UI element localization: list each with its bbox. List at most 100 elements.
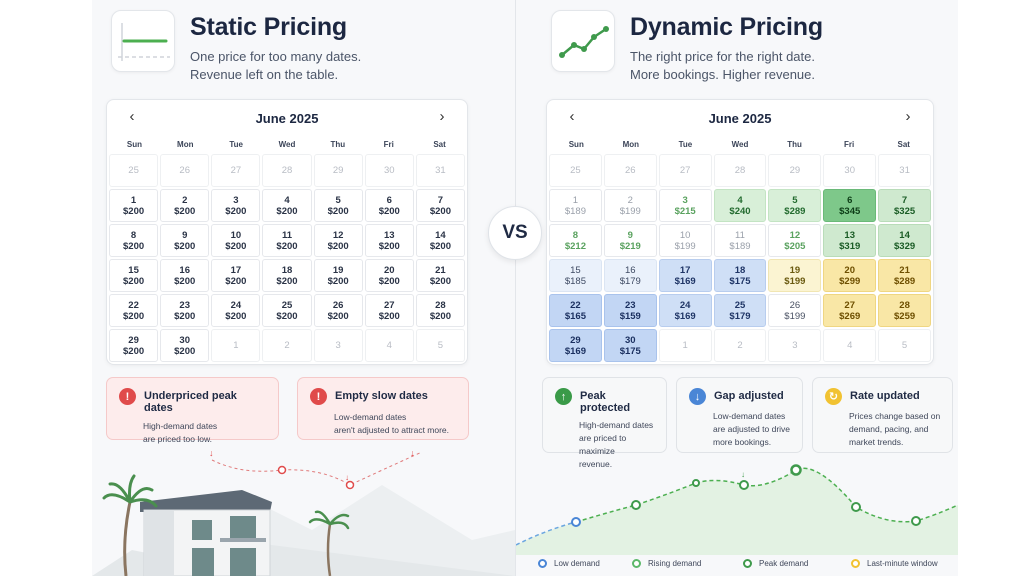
legend-peak-demand: Peak demand	[743, 559, 808, 568]
calendar-day-cell[interactable]: 4	[823, 329, 877, 362]
calendar-day-cell[interactable]: 5 $200	[313, 189, 363, 222]
calendar-day-cell[interactable]: 3 $215	[658, 189, 712, 222]
calendar-day-cell[interactable]: 20 $299	[823, 259, 877, 292]
day-price: $200	[378, 205, 400, 217]
calendar-day-cell[interactable]: 25	[109, 154, 159, 187]
calendar-day-cell[interactable]: 20 $200	[364, 259, 414, 292]
calendar-day-cell[interactable]: 23 $159	[603, 294, 657, 327]
calendar-day-cell[interactable]: 5	[415, 329, 465, 362]
calendar-day-cell[interactable]: 22 $200	[109, 294, 159, 327]
calendar-day-cell[interactable]: 25 $179	[713, 294, 767, 327]
calendar-day-cell[interactable]: 30	[823, 154, 877, 187]
calendar-day-cell[interactable]: 18 $175	[713, 259, 767, 292]
calendar-day-cell[interactable]: 9 $200	[160, 224, 210, 257]
calendar-day-cell[interactable]: 8 $200	[109, 224, 159, 257]
calendar-day-cell[interactable]: 12 $205	[768, 224, 822, 257]
day-price: $319	[839, 240, 861, 252]
calendar-day-cell[interactable]: 29	[768, 154, 822, 187]
calendar-day-cell[interactable]: 3	[313, 329, 363, 362]
calendar-day-cell[interactable]: 6 $200	[364, 189, 414, 222]
calendar-day-cell[interactable]: 11 $200	[262, 224, 312, 257]
day-price: $200	[378, 310, 400, 322]
calendar-day-cell[interactable]: 29 $169	[549, 329, 602, 362]
calendar-day-cell[interactable]: 5	[878, 329, 931, 362]
calendar-day-cell[interactable]: 3	[768, 329, 822, 362]
calendar-day-cell[interactable]: 27 $269	[823, 294, 877, 327]
calendar-day-cell[interactable]: 12 $200	[313, 224, 363, 257]
calendar-day-cell[interactable]: 7 $200	[415, 189, 465, 222]
calendar-day-cell[interactable]: 19 $200	[313, 259, 363, 292]
calendar-day-cell[interactable]: 26	[160, 154, 210, 187]
calendar-day-cell[interactable]: 3 $200	[211, 189, 261, 222]
calendar-day-cell[interactable]: 1	[211, 329, 261, 362]
day-price: $219	[619, 240, 641, 252]
calendar-day-cell[interactable]: 21 $289	[878, 259, 931, 292]
day-price: $215	[674, 205, 696, 217]
calendar-day-cell[interactable]: 24 $169	[658, 294, 712, 327]
calendar-day-cell[interactable]: 28 $200	[415, 294, 465, 327]
calendar-day-cell[interactable]: 5 $289	[768, 189, 822, 222]
calendar-day-cell[interactable]: 2 $200	[160, 189, 210, 222]
calendar-day-cell[interactable]: 27	[211, 154, 261, 187]
calendar-day-cell[interactable]: 26 $199	[768, 294, 822, 327]
calendar-day-cell[interactable]: 27 $200	[364, 294, 414, 327]
calendar-day-cell[interactable]: 28 $259	[878, 294, 931, 327]
calendar-day-cell[interactable]: 29 $200	[109, 329, 159, 362]
calendar-day-cell[interactable]: 6 $345	[823, 189, 877, 222]
calendar-day-cell[interactable]: 28	[713, 154, 767, 187]
calendar-day-cell[interactable]: 15 $200	[109, 259, 159, 292]
next-month-button[interactable]: ›	[905, 108, 911, 125]
next-month-button[interactable]: ›	[439, 108, 445, 125]
day-number: 12	[789, 229, 801, 241]
calendar-day-cell[interactable]: 30 $175	[603, 329, 657, 362]
day-price: $165	[564, 310, 586, 322]
calendar-day-cell[interactable]: 17 $200	[211, 259, 261, 292]
calendar-day-cell[interactable]: 4	[364, 329, 414, 362]
prev-month-button[interactable]: ‹	[569, 108, 575, 125]
calendar-day-cell[interactable]: 30	[364, 154, 414, 187]
calendar-day-cell[interactable]: 29	[313, 154, 363, 187]
calendar-day-cell[interactable]: 4 $240	[713, 189, 767, 222]
calendar-day-cell[interactable]: 26	[603, 154, 657, 187]
calendar-day-cell[interactable]: 2	[713, 329, 767, 362]
calendar-day-cell[interactable]: 17 $169	[658, 259, 712, 292]
calendar-day-cell[interactable]: 11 $189	[713, 224, 767, 257]
calendar-day-cell[interactable]: 26 $200	[313, 294, 363, 327]
calendar-day-cell[interactable]: 13 $319	[823, 224, 877, 257]
weekday-label: Fri	[383, 139, 394, 149]
calendar-day-cell[interactable]: 10 $199	[658, 224, 712, 257]
calendar-day-cell[interactable]: 16 $179	[603, 259, 657, 292]
calendar-day-cell[interactable]: 2 $199	[603, 189, 657, 222]
calendar-day-cell[interactable]: 13 $200	[364, 224, 414, 257]
calendar-day-cell[interactable]: 30 $200	[160, 329, 210, 362]
calendar-day-cell[interactable]: 31	[878, 154, 931, 187]
calendar-day-cell[interactable]: 1	[658, 329, 712, 362]
calendar-day-cell[interactable]: 14 $329	[878, 224, 931, 257]
calendar-day-cell[interactable]: 15 $185	[549, 259, 602, 292]
calendar-day-cell[interactable]: 10 $200	[211, 224, 261, 257]
calendar-day-cell[interactable]: 25 $200	[262, 294, 312, 327]
day-number: 17	[679, 264, 691, 276]
day-price: $200	[378, 240, 400, 252]
calendar-day-cell[interactable]: 1 $189	[549, 189, 602, 222]
calendar-day-cell[interactable]: 18 $200	[262, 259, 312, 292]
calendar-day-cell[interactable]: 21 $200	[415, 259, 465, 292]
calendar-day-cell[interactable]: 24 $200	[211, 294, 261, 327]
calendar-day-cell[interactable]: 4 $200	[262, 189, 312, 222]
calendar-day-cell[interactable]: 22 $165	[549, 294, 602, 327]
calendar-day-cell[interactable]: 16 $200	[160, 259, 210, 292]
calendar-day-cell[interactable]: 27	[658, 154, 712, 187]
weekday-label: Sat	[897, 139, 910, 149]
calendar-day-cell[interactable]: 25	[549, 154, 602, 187]
calendar-day-cell[interactable]: 9 $219	[603, 224, 657, 257]
calendar-day-cell[interactable]: 7 $325	[878, 189, 931, 222]
prev-month-button[interactable]: ‹	[129, 108, 135, 125]
calendar-day-cell[interactable]: 8 $212	[549, 224, 602, 257]
calendar-day-cell[interactable]: 28	[262, 154, 312, 187]
calendar-day-cell[interactable]: 23 $200	[160, 294, 210, 327]
calendar-day-cell[interactable]: 1 $200	[109, 189, 159, 222]
calendar-day-cell[interactable]: 19 $199	[768, 259, 822, 292]
calendar-day-cell[interactable]: 31	[415, 154, 465, 187]
calendar-day-cell[interactable]: 2	[262, 329, 312, 362]
calendar-day-cell[interactable]: 14 $200	[415, 224, 465, 257]
